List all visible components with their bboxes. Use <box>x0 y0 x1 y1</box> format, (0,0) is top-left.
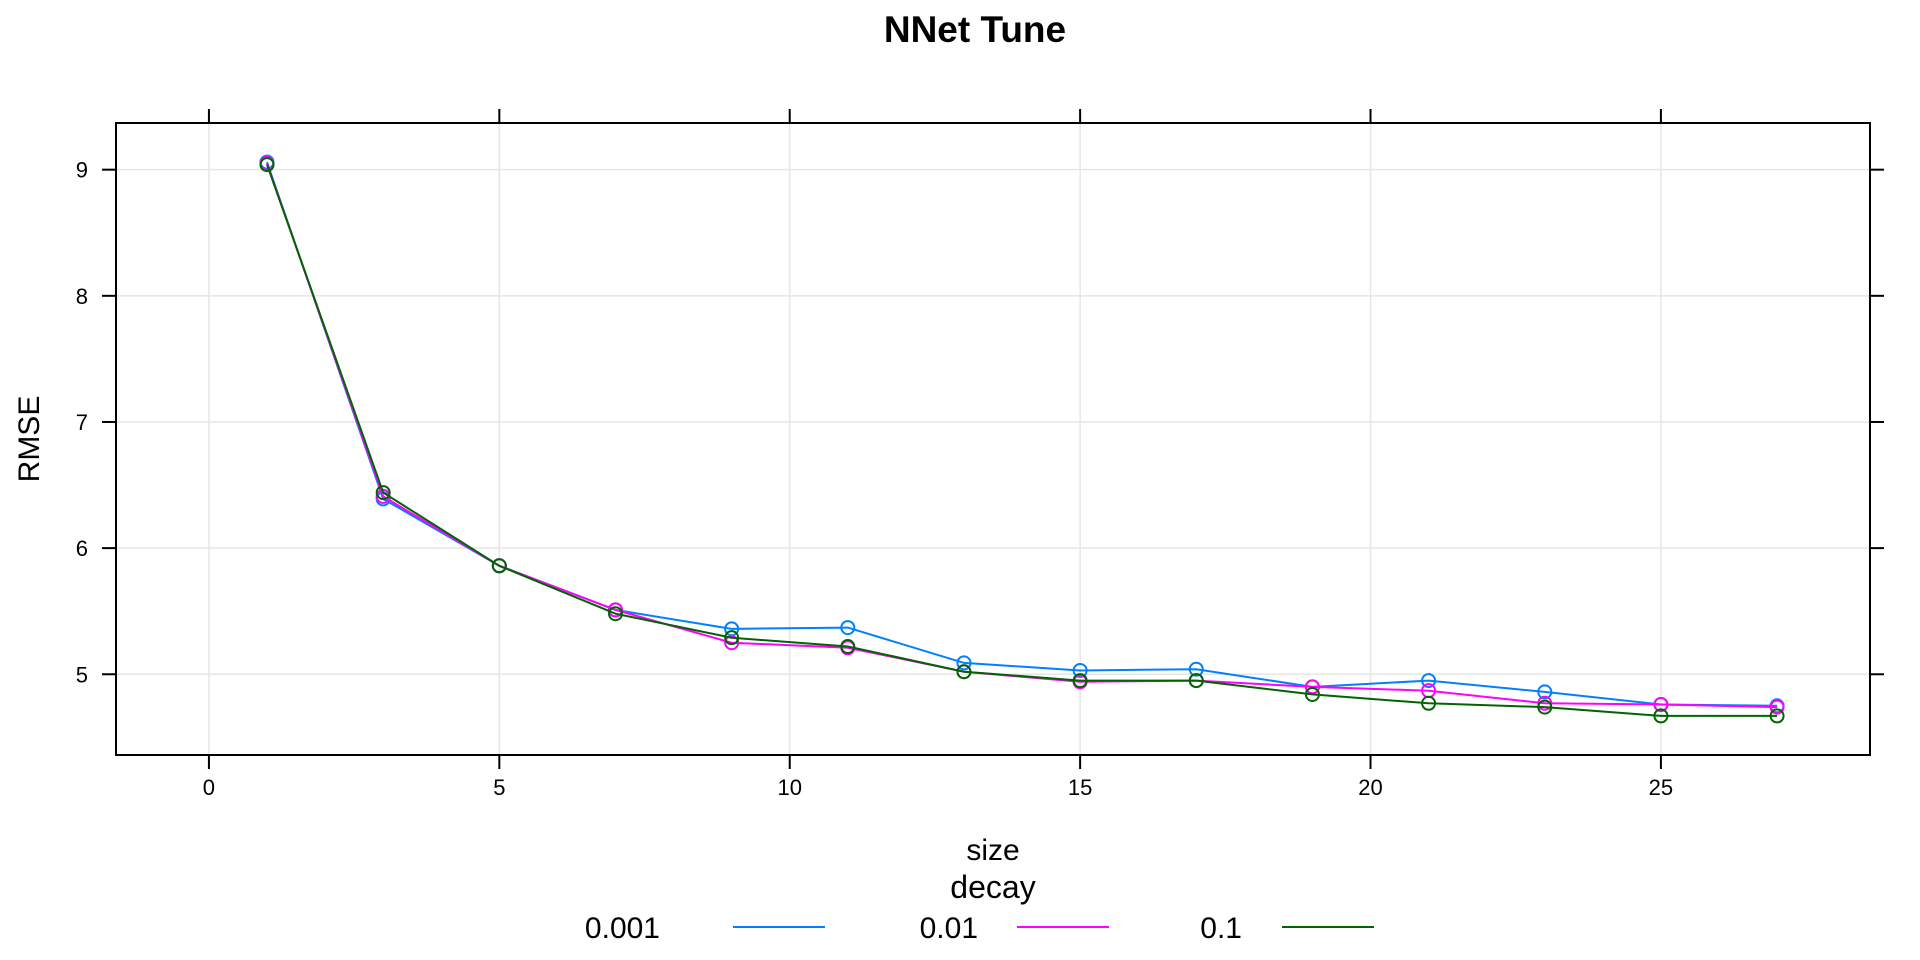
data-point <box>607 606 623 622</box>
legend-label: 0.1 <box>1200 912 1242 945</box>
data-point <box>956 655 972 671</box>
legend-item-0.01: 0.01 <box>920 912 1109 945</box>
data-point <box>607 602 623 618</box>
x-tick-label: 25 <box>1649 775 1673 800</box>
legend-title: decay <box>950 869 1035 905</box>
grid <box>116 123 1870 755</box>
data-point <box>1304 686 1320 702</box>
x-tick-label: 5 <box>493 775 505 800</box>
data-point <box>1537 699 1553 715</box>
axes: 0 5 10 15 20 25 5 6 7 8 9 <box>76 109 1884 800</box>
series-line <box>266 161 1778 707</box>
y-tick-label: 8 <box>76 284 88 309</box>
series-0.1 <box>259 157 1785 724</box>
data-point <box>956 664 972 680</box>
data-point <box>1537 695 1553 711</box>
data-point <box>1769 708 1785 724</box>
chart-title: NNet Tune <box>884 9 1066 50</box>
data-point <box>1653 697 1669 713</box>
series-line <box>266 164 1778 717</box>
series-0.001 <box>259 154 1785 714</box>
legend-item-0.001: 0.001 <box>585 912 825 945</box>
data-point <box>1653 708 1669 724</box>
y-tick-label: 6 <box>76 536 88 561</box>
data-point <box>1072 662 1088 678</box>
y-tick-label: 9 <box>76 158 88 183</box>
y-tick-label: 5 <box>76 662 88 687</box>
legend-item-0.1: 0.1 <box>1200 912 1374 945</box>
legend: 0.001 0.01 0.1 <box>585 912 1374 945</box>
data-point <box>1769 699 1785 715</box>
y-tick-label: 7 <box>76 410 88 435</box>
legend-label: 0.001 <box>585 912 660 945</box>
x-tick-label: 20 <box>1358 775 1382 800</box>
legend-label: 0.01 <box>920 912 978 945</box>
data-point <box>1421 673 1437 689</box>
data-point <box>1072 673 1088 689</box>
x-axis-label: size <box>966 834 1019 867</box>
data-point <box>1421 695 1437 711</box>
data-point <box>491 558 507 574</box>
x-tick-label: 0 <box>203 775 215 800</box>
y-axis-label: RMSE <box>13 396 46 483</box>
series-0.01 <box>259 155 1785 715</box>
data-point <box>724 635 740 651</box>
data-point <box>1188 673 1204 689</box>
plot-frame <box>115 122 1871 756</box>
data-point <box>724 630 740 646</box>
data-point <box>259 157 275 173</box>
data-point <box>375 485 391 501</box>
data-point <box>840 620 856 636</box>
data-point <box>1537 684 1553 700</box>
data-point <box>1304 679 1320 695</box>
x-tick-label: 15 <box>1068 775 1092 800</box>
data-point <box>840 639 856 655</box>
series-layer <box>259 154 1785 724</box>
series-line <box>266 163 1778 709</box>
data-point <box>1188 661 1204 677</box>
x-tick-label: 10 <box>777 775 801 800</box>
